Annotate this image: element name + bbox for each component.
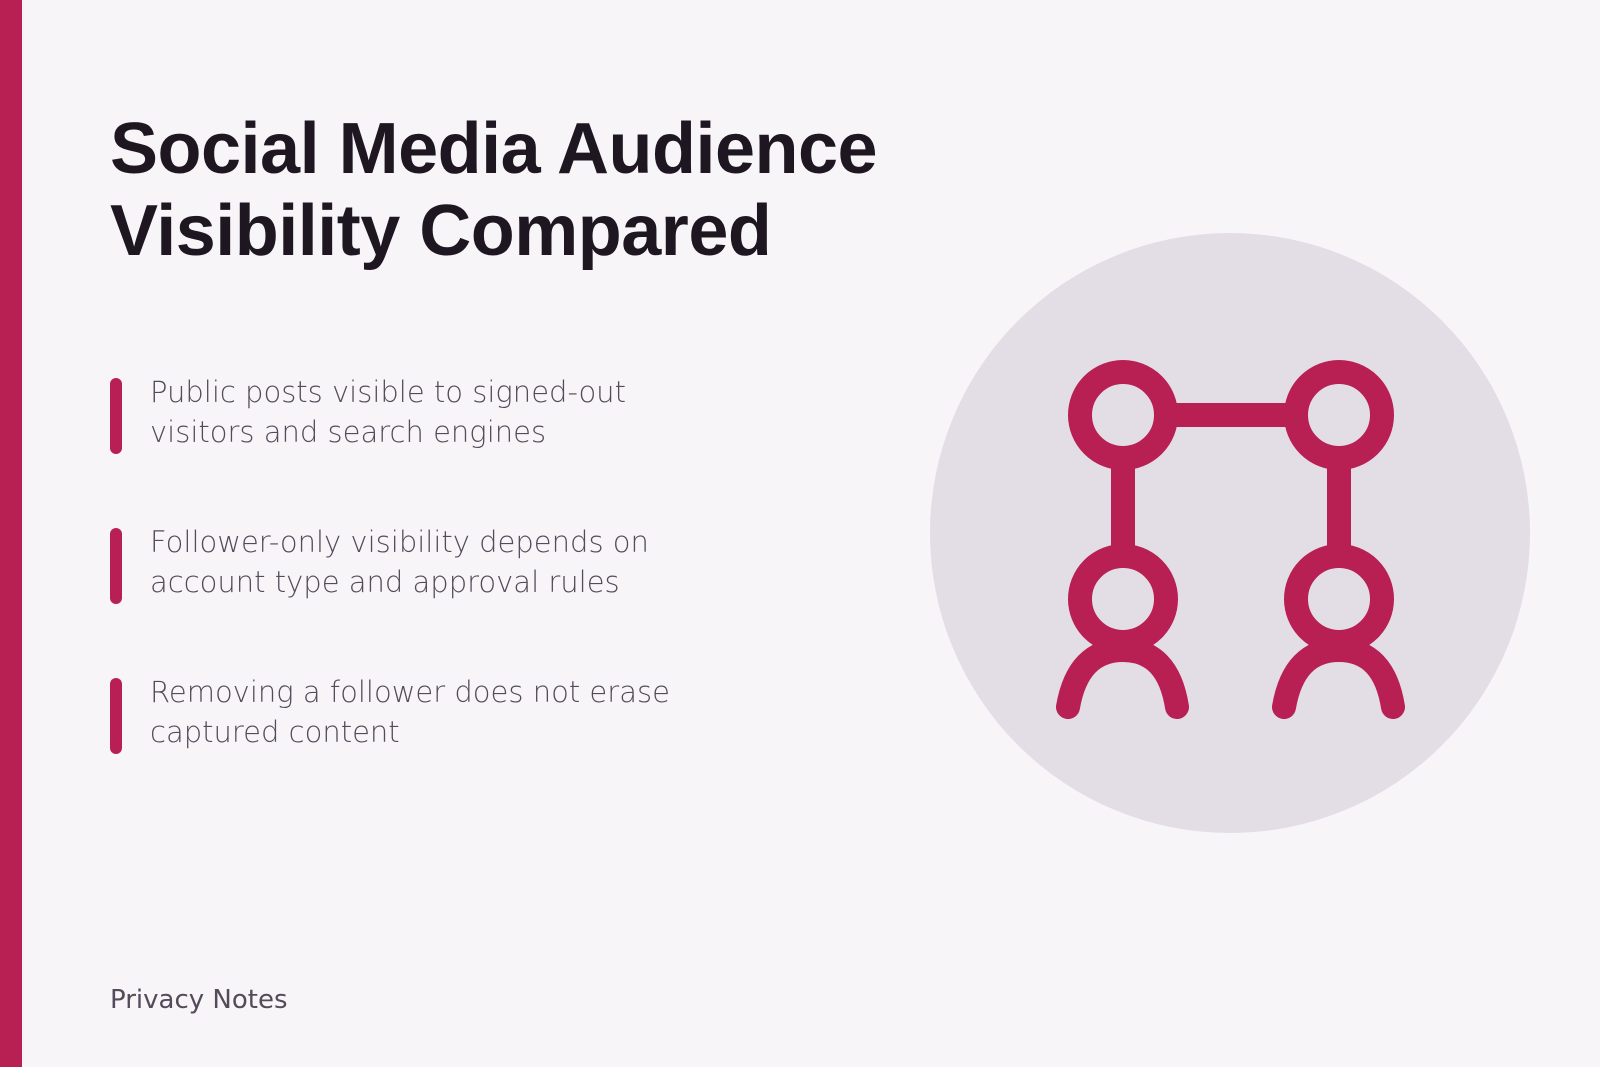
title-line: Social Media Audience [110, 109, 878, 189]
bullet-line: captured content [150, 715, 400, 749]
bullet-bar [110, 678, 122, 754]
network-icon [1056, 360, 1405, 719]
title-line: Visibility Compared [110, 191, 772, 271]
bullet-text: Removing a follower does not erase captur… [150, 672, 670, 752]
side-accent [0, 0, 22, 1067]
bullet-bar [110, 528, 122, 604]
bullet-text: Follower-only visibility depends on accou… [150, 522, 649, 602]
bullet-text: Public posts visible to signed-out visito… [150, 372, 626, 452]
bullet-line: Removing a follower does not erase [150, 675, 670, 709]
bullet-line: visitors and search engines [150, 415, 547, 449]
icon-backdrop [930, 233, 1530, 833]
bullet-bar [110, 378, 122, 454]
bullet-line: Public posts visible to signed-out [150, 375, 626, 409]
bullet-line: Follower-only visibility depends on [150, 525, 649, 559]
title: Social Media Audience Visibility Compare… [110, 108, 878, 272]
bullet-line: account type and approval rules [150, 565, 620, 599]
footer-label: Privacy Notes [110, 985, 288, 1015]
